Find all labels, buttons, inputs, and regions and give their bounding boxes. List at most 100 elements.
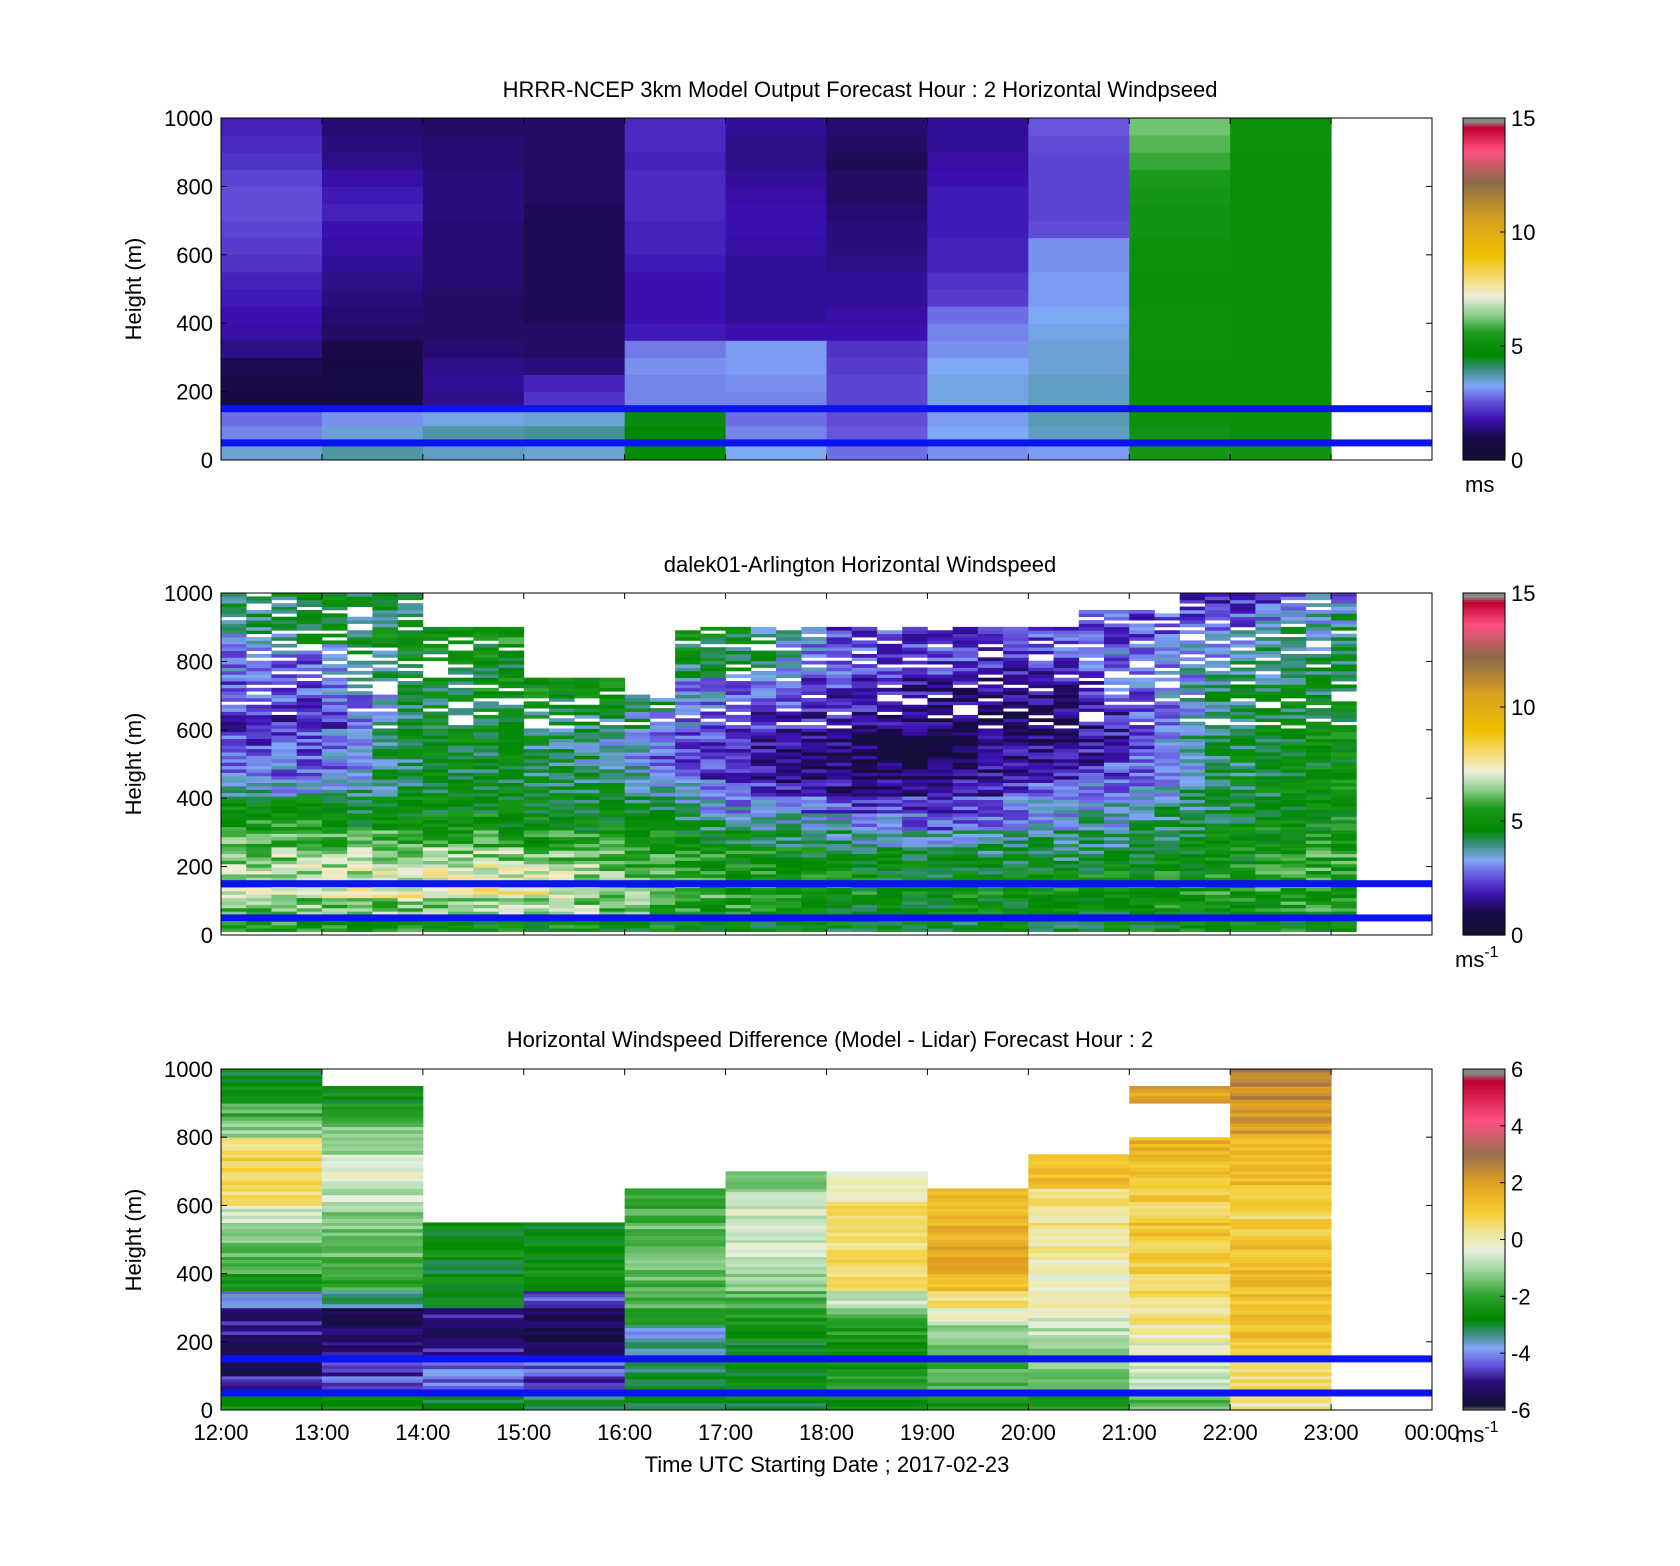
heatmap-cell: [1028, 857, 1054, 861]
heatmap-cell: [827, 742, 853, 746]
heatmap-cell: [524, 1287, 625, 1291]
heatmap-cell: [877, 867, 903, 871]
heatmap-cell: [322, 1338, 423, 1342]
heatmap-cell: [1281, 664, 1307, 668]
heatmap-cell: [322, 759, 348, 763]
heatmap-cell: [473, 830, 499, 834]
heatmap-cell: [776, 894, 802, 898]
heatmap-cell: [1205, 623, 1231, 627]
heatmap-cell: [297, 708, 323, 712]
heatmap-cell: [751, 830, 777, 834]
heatmap-cell: [726, 800, 752, 804]
heatmap-cell: [1104, 857, 1130, 861]
heatmap-cell: [953, 762, 979, 766]
heatmap-cell: [827, 830, 853, 834]
heatmap-cell: [372, 796, 398, 800]
heatmap-cell: [1255, 715, 1281, 719]
heatmap-cell: [322, 1233, 423, 1237]
heatmap-cell: [801, 749, 827, 753]
heatmap-cell: [726, 1294, 827, 1298]
heatmap-cell: [726, 681, 752, 685]
heatmap-cell: [322, 640, 348, 644]
heatmap-cell: [852, 796, 878, 800]
heatmap-cell: [801, 701, 827, 705]
heatmap-cell: [1104, 728, 1130, 732]
heatmap-cell: [549, 688, 575, 692]
heatmap-cell: [1054, 678, 1080, 682]
heatmap-cell: [1154, 752, 1180, 756]
heatmap-cell: [625, 118, 726, 136]
heatmap-cell: [297, 732, 323, 736]
heatmap-cell: [1054, 766, 1080, 770]
heatmap-cell: [625, 874, 651, 878]
heatmap-cell: [852, 891, 878, 895]
heatmap-cell: [751, 691, 777, 695]
heatmap-cell: [524, 800, 550, 804]
heatmap-cell: [1079, 905, 1105, 909]
heatmap-cell: [473, 728, 499, 732]
heatmap-cell: [524, 204, 625, 222]
heatmap-cell: [221, 1069, 322, 1073]
heatmap-cell: [902, 681, 928, 685]
heatmap-cell: [322, 813, 348, 817]
heatmap-cell: [751, 664, 777, 668]
heatmap-cell: [297, 772, 323, 776]
heatmap-cell: [322, 1137, 423, 1141]
heatmap-cell: [423, 725, 449, 729]
heatmap-cell: [297, 640, 323, 644]
heatmap-cell: [625, 779, 651, 783]
heatmap-cell: [1180, 671, 1206, 675]
heatmap-cell: [953, 901, 979, 905]
heatmap-cell: [827, 651, 853, 655]
heatmap-cell: [1003, 651, 1029, 655]
heatmap-cell: [726, 684, 752, 688]
heatmap-cell: [448, 857, 474, 861]
heatmap-cell: [827, 118, 928, 136]
heatmap-cell: [902, 905, 928, 909]
heatmap-cell: [221, 674, 247, 678]
heatmap-cell: [1129, 289, 1230, 307]
heatmap-cell: [927, 789, 953, 793]
reference-line: [221, 914, 1432, 921]
heatmap-cell: [625, 898, 651, 902]
heatmap-cell: [372, 600, 398, 604]
heatmap-cell: [271, 668, 297, 672]
heatmap-cell: [1079, 732, 1105, 736]
heatmap-cell: [827, 749, 853, 753]
heatmap-cell: [801, 820, 827, 824]
heatmap-cell: [953, 820, 979, 824]
heatmap-cell: [902, 796, 928, 800]
heatmap-cell: [297, 766, 323, 770]
heatmap-cell: [1180, 600, 1206, 604]
heatmap-cell: [827, 854, 853, 858]
heatmap-cell: [1129, 745, 1155, 749]
heatmap-cell: [700, 789, 726, 793]
heatmap-cell: [776, 837, 802, 841]
heatmap-cell: [1003, 762, 1029, 766]
heatmap-cell: [1180, 732, 1206, 736]
heatmap-cell: [726, 844, 752, 848]
heatmap-cell: [549, 708, 575, 712]
heatmap-cell: [1028, 854, 1054, 858]
heatmap-cell: [246, 695, 272, 699]
heatmap-cell: [1104, 762, 1130, 766]
heatmap-cell: [953, 630, 979, 634]
heatmap-cell: [625, 1287, 726, 1291]
heatmap-cell: [1331, 749, 1357, 753]
heatmap-cell: [650, 837, 676, 841]
heatmap-cell: [599, 708, 625, 712]
heatmap-cell: [524, 752, 550, 756]
colorbar-tick-label: 15: [1511, 581, 1535, 606]
heatmap-cell: [423, 776, 449, 780]
heatmap-cell: [801, 823, 827, 827]
heatmap-cell: [322, 1267, 423, 1271]
heatmap-cell: [1281, 925, 1307, 929]
heatmap-cell: [1079, 654, 1105, 658]
heatmap-cell: [675, 803, 701, 807]
heatmap-cell: [776, 732, 802, 736]
heatmap-cell: [524, 783, 550, 787]
heatmap-cell: [1180, 820, 1206, 824]
heatmap-cell: [726, 1403, 827, 1407]
heatmap-cell: [1281, 654, 1307, 658]
heatmap-cell: [700, 739, 726, 743]
